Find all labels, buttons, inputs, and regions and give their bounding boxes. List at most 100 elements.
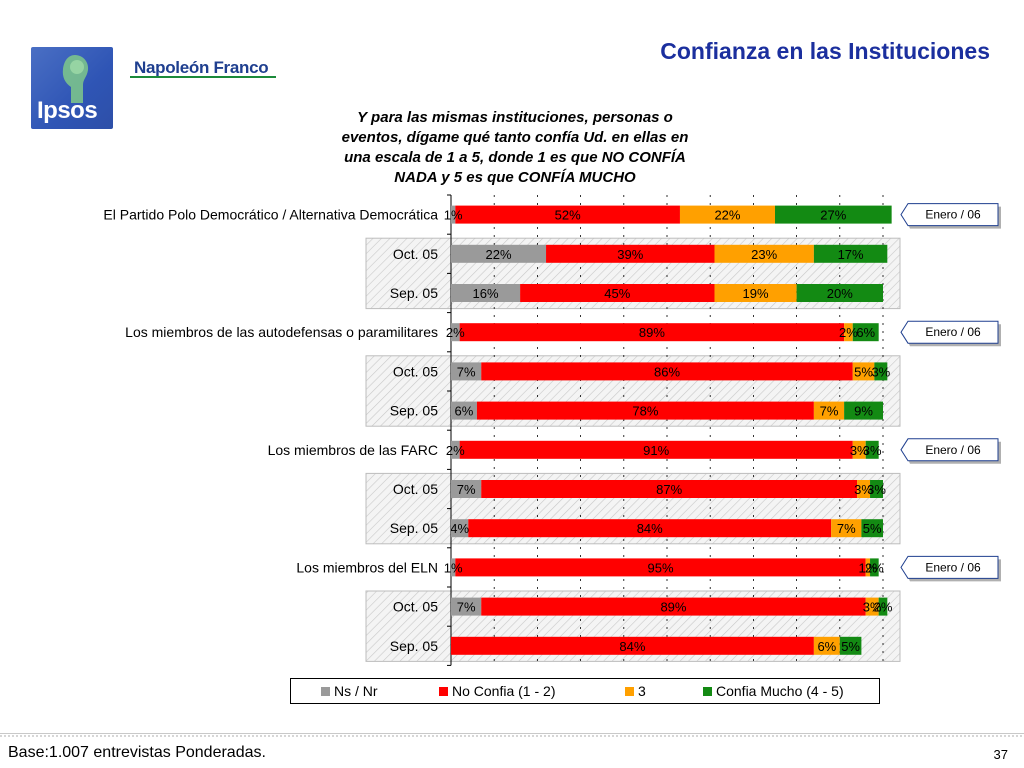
comparison-row-label: Sep. 05 [390, 638, 438, 654]
bar-segment [679, 205, 775, 224]
bar-segment [839, 636, 862, 655]
legend-item-no-confia: No Confia (1 - 2) [439, 683, 555, 699]
ipsos-logo-text: Ipsos [37, 97, 98, 124]
bar-segment [451, 597, 482, 616]
bar-segment [852, 323, 879, 342]
bar-segment [455, 558, 866, 577]
bar-segment [870, 480, 883, 498]
bar-segment [451, 244, 547, 263]
bar-segment [451, 480, 482, 498]
legend-label: Ns / Nr [334, 683, 378, 699]
bar-segment [870, 558, 879, 577]
bar-segment [831, 519, 862, 538]
data-label: 5% [863, 521, 882, 536]
row-label: Los miembros de las FARC [268, 442, 438, 458]
row-label: El Partido Polo Democrático / Alternativ… [103, 207, 438, 223]
data-label: 3% [863, 600, 882, 615]
bar-segment [865, 440, 879, 459]
comparison-row-label: Oct. 05 [393, 246, 438, 262]
bar-segment [813, 401, 845, 420]
legend-swatch [439, 686, 448, 696]
bar-segment [476, 401, 814, 420]
period-tag [900, 203, 999, 227]
data-label: 91% [643, 443, 669, 458]
data-label: 95% [648, 560, 674, 575]
page-title: Confianza en las Instituciones [660, 38, 990, 64]
comparison-row-label: Oct. 05 [393, 599, 438, 615]
bar-segment [714, 284, 797, 302]
bar-segment [481, 597, 866, 616]
data-label: 5% [841, 639, 860, 654]
legend-swatch [703, 686, 712, 696]
data-label: 1% [858, 560, 877, 575]
data-label: 3% [863, 443, 882, 458]
data-label: 86% [654, 364, 680, 379]
bar-segment [451, 362, 482, 381]
bar-segment [844, 401, 883, 420]
bar-segment [451, 323, 460, 342]
ipsos-logo-figure-icon [62, 55, 89, 103]
footer-dotted-rule [0, 735, 1024, 737]
bar-segment [874, 362, 888, 381]
data-label: 17% [838, 247, 864, 262]
data-label: 2% [446, 325, 465, 340]
data-label: 6% [817, 639, 836, 654]
bar-segment [796, 284, 883, 302]
comparison-row-label: Sep. 05 [390, 520, 438, 536]
bar-segment [546, 244, 715, 263]
legend-label: No Confia (1 - 2) [452, 683, 556, 699]
data-label: 89% [660, 600, 686, 615]
bar-segment [865, 558, 871, 577]
period-tag [900, 555, 999, 579]
data-label: 9% [854, 404, 873, 419]
bar-segment [451, 205, 456, 224]
ipsos-logo: Ipsos [31, 47, 113, 129]
bar-segment [844, 323, 853, 342]
period-tag-label: Enero / 06 [925, 560, 981, 574]
bar-segment [451, 636, 814, 655]
data-label: 1% [444, 560, 463, 575]
data-label: 20% [827, 286, 853, 301]
legend-label: 3 [638, 683, 646, 699]
comparison-row-label: Oct. 05 [393, 363, 438, 379]
period-tag [900, 320, 999, 344]
data-label: 84% [619, 639, 645, 654]
data-label: 22% [714, 208, 740, 223]
row-label: Los miembros de las autodefensas o param… [125, 324, 438, 340]
data-label: 7% [820, 404, 839, 419]
brand-underline [130, 76, 276, 78]
bar-segment [459, 323, 845, 342]
page-number: 37 [993, 747, 1008, 762]
legend-swatch [625, 686, 634, 696]
data-label: 2% [839, 325, 858, 340]
data-label: 3% [854, 482, 873, 497]
bar-segment [775, 205, 892, 224]
chart-legend: Ns / Nr No Confia (1 - 2) 3 Confia Mucho… [290, 678, 880, 704]
bar-segment [451, 440, 460, 459]
brand-name: Napoleón Franco [134, 58, 269, 77]
bar-segment [813, 244, 888, 263]
bar-segment [481, 480, 858, 498]
base-note: Base:1.007 entrevistas Ponderadas. [8, 744, 266, 761]
bar-segment [451, 558, 456, 577]
data-label: 6% [455, 404, 474, 419]
bar-segment [451, 401, 477, 420]
data-label: 16% [473, 286, 499, 301]
legend-item-ns-nr: Ns / Nr [321, 683, 378, 699]
data-label: 87% [656, 482, 682, 497]
data-label: 7% [457, 482, 476, 497]
bar-segment [865, 597, 879, 616]
row-label: Los miembros del ELN [296, 559, 438, 575]
survey-question: Y para las mismas instituciones, persona… [341, 109, 689, 186]
data-label: 27% [820, 208, 846, 223]
bar-segment [455, 205, 680, 224]
data-label: 2% [874, 600, 893, 615]
data-label: 89% [639, 325, 665, 340]
footer-divider [0, 733, 1024, 734]
data-label: 84% [637, 521, 663, 536]
data-label: 7% [457, 600, 476, 615]
data-label: 3% [871, 364, 890, 379]
data-label: 23% [751, 247, 777, 262]
data-label: 78% [632, 404, 658, 419]
data-label: 45% [604, 286, 630, 301]
